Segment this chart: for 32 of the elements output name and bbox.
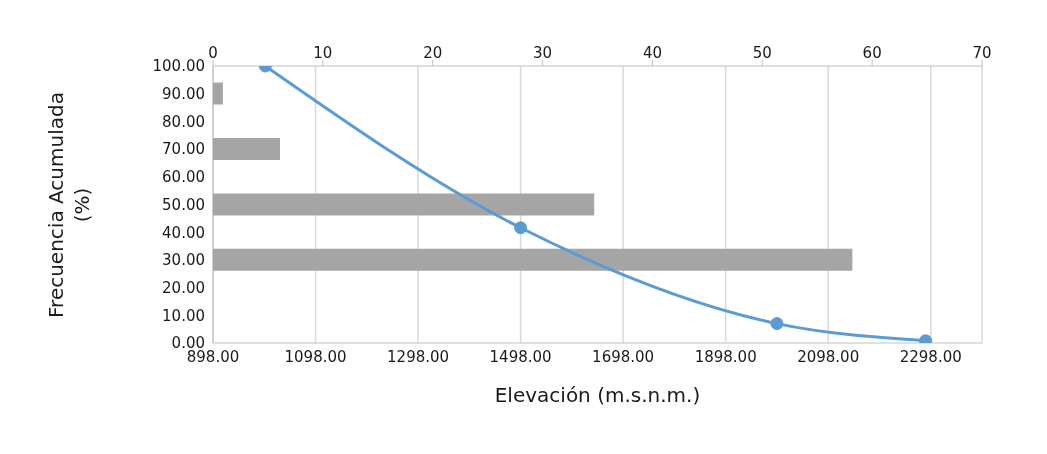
y-tick-label: 60.00 (162, 168, 205, 187)
x-tick-label: 10 (313, 44, 333, 62)
x-tick-label: 40 (642, 44, 662, 62)
y-tick-label: 50.00 (162, 195, 205, 214)
y-tick-label: 80.00 (162, 112, 205, 131)
x-tick-label: 1098.00 (284, 347, 347, 366)
point (514, 221, 528, 235)
x-axis-title: Elevación (m.s.n.m.) (493, 383, 702, 407)
y-tick-label: 10.00 (162, 306, 205, 325)
x-tick-label: 1498.00 (489, 347, 552, 366)
y-tick-label: 30.00 (162, 251, 205, 270)
bar (213, 193, 595, 216)
x-tick-label: 2298.00 (899, 347, 962, 366)
x-tick-label: 60 (862, 44, 882, 62)
y-tick-label: 40.00 (162, 223, 205, 242)
bar (213, 82, 223, 105)
x-tick-label: 1898.00 (694, 347, 757, 366)
x-tick-label: 70 (972, 44, 992, 62)
bar (213, 248, 853, 271)
bar (213, 138, 281, 161)
x-tick-label: 50 (752, 44, 772, 62)
x-tick-label: 2098.00 (797, 347, 860, 366)
x-tick-label: 1698.00 (592, 347, 655, 366)
x-tick-label: 0 (208, 44, 218, 62)
y-tick-label: 20.00 (162, 278, 205, 297)
y-tick-label: 100.00 (152, 57, 205, 76)
y-axis-title: Frecuencia Acumulada (%) (43, 90, 95, 320)
x-tick-label: 1298.00 (387, 347, 450, 366)
x-tick-label: 30 (533, 44, 553, 62)
y-tick-label: 90.00 (162, 85, 205, 104)
y-tick-label: 70.00 (162, 140, 205, 159)
x-tick-label: 20 (423, 44, 443, 62)
